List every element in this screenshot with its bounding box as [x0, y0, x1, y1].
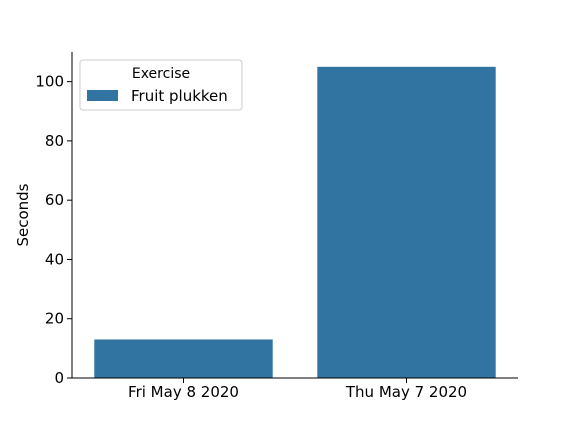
y-tick-label-1: 20	[45, 310, 64, 328]
legend-swatch	[87, 90, 118, 101]
legend-box	[79, 59, 243, 111]
bar-0	[94, 339, 273, 378]
y-tick-label-5: 100	[35, 73, 64, 91]
legend: Exercise Fruit plukken	[79, 59, 243, 111]
x-ticks-group: Fri May 8 2020 Thu May 7 2020	[128, 378, 467, 401]
y-tick-label-0: 0	[54, 369, 64, 387]
y-tick-label-4: 80	[45, 132, 64, 150]
x-tick-label-1: Thu May 7 2020	[345, 383, 467, 401]
legend-entry-label: Fruit plukken	[131, 87, 228, 105]
axes-group	[71, 52, 518, 379]
x-tick-label-0: Fri May 8 2020	[128, 383, 239, 401]
bar-1	[317, 66, 496, 378]
y-tick-label-3: 60	[45, 191, 64, 209]
bars-group	[94, 66, 496, 378]
legend-title: Exercise	[132, 66, 190, 82]
y-axis-label: Seconds	[14, 183, 32, 246]
y-ticks-group: 0 20 40 60 80 100	[35, 73, 72, 387]
y-tick-label-2: 40	[45, 250, 64, 268]
